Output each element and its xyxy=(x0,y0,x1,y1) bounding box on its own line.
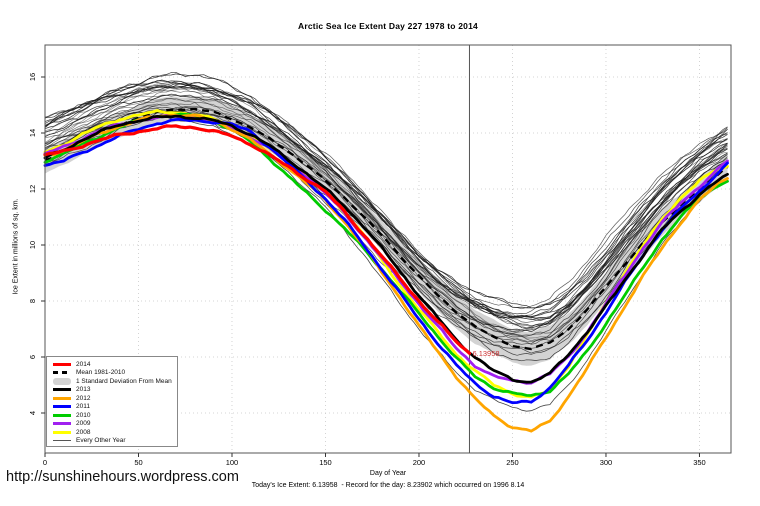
legend-swatch xyxy=(53,378,71,385)
legend-label: Mean 1981-2010 xyxy=(76,369,125,376)
arctic-sea-ice-chart: 050100150200250300350468101214166.13958 … xyxy=(0,0,760,506)
y-tick-label: 6 xyxy=(28,355,37,359)
y-tick-label: 4 xyxy=(28,411,37,415)
legend-label: 2008 xyxy=(76,429,90,436)
legend-swatch xyxy=(53,388,71,391)
x-tick-label: 100 xyxy=(226,458,239,467)
legend-label: 2014 xyxy=(76,361,90,368)
legend-label: 2010 xyxy=(76,412,90,419)
legend-box: 2014Mean 1981-2010 1 Standard Deviation F… xyxy=(46,356,178,447)
legend-item-2010: 2010 xyxy=(47,411,177,420)
x-tick-label: 150 xyxy=(319,458,332,467)
x-tick-label: 0 xyxy=(43,458,47,467)
x-tick-label: 300 xyxy=(600,458,613,467)
y-tick-label: 16 xyxy=(28,73,37,81)
legend-item-2009: 2009 xyxy=(47,420,177,429)
y-axis-label: Ice Extent in millions of sq. km. xyxy=(13,102,20,392)
legend-swatch xyxy=(53,363,71,366)
y-tick-label: 14 xyxy=(28,129,37,137)
legend-item-2013: 2013 xyxy=(47,386,177,395)
legend-item-2014: 2014 xyxy=(47,360,177,369)
legend-swatch xyxy=(53,405,71,408)
every-other-year-line xyxy=(45,102,728,332)
x-tick-label: 200 xyxy=(413,458,426,467)
legend-swatch xyxy=(53,431,71,434)
y-tick-label: 12 xyxy=(28,185,37,193)
x-tick-label: 50 xyxy=(134,458,142,467)
legend-item-2012: 2012 xyxy=(47,394,177,403)
legend-swatch xyxy=(53,422,71,425)
legend-item-mean-1981-2010: Mean 1981-2010 xyxy=(47,369,177,378)
x-tick-label: 350 xyxy=(693,458,706,467)
x-tick-label: 250 xyxy=(506,458,519,467)
legend-swatch xyxy=(53,397,71,400)
legend-item-2008: 2008 xyxy=(47,428,177,437)
legend-item-every-other-year: Every Other Year xyxy=(47,437,177,446)
y-tick-label: 10 xyxy=(28,241,37,249)
legend-item-1-standard-deviation-from-mean: 1 Standard Deviation From Mean xyxy=(47,377,177,386)
legend-label: 2013 xyxy=(76,386,90,393)
legend-label: 2009 xyxy=(76,420,90,427)
annotation-2014-value: 6.13958 xyxy=(472,349,499,358)
legend-label: Every Other Year xyxy=(76,437,126,444)
legend-swatch xyxy=(53,414,71,417)
legend-label: 2011 xyxy=(76,403,90,410)
legend-swatch xyxy=(53,440,71,441)
chart-title: Arctic Sea Ice Extent Day 227 1978 to 20… xyxy=(45,21,731,31)
legend-label: 1 Standard Deviation From Mean xyxy=(76,378,172,385)
y-tick-label: 8 xyxy=(28,299,37,303)
legend-label: 2012 xyxy=(76,395,90,402)
legend-swatch xyxy=(53,371,71,374)
legend-item-2011: 2011 xyxy=(47,403,177,412)
site-url-text: http://sunshinehours.wordpress.com xyxy=(6,469,239,485)
